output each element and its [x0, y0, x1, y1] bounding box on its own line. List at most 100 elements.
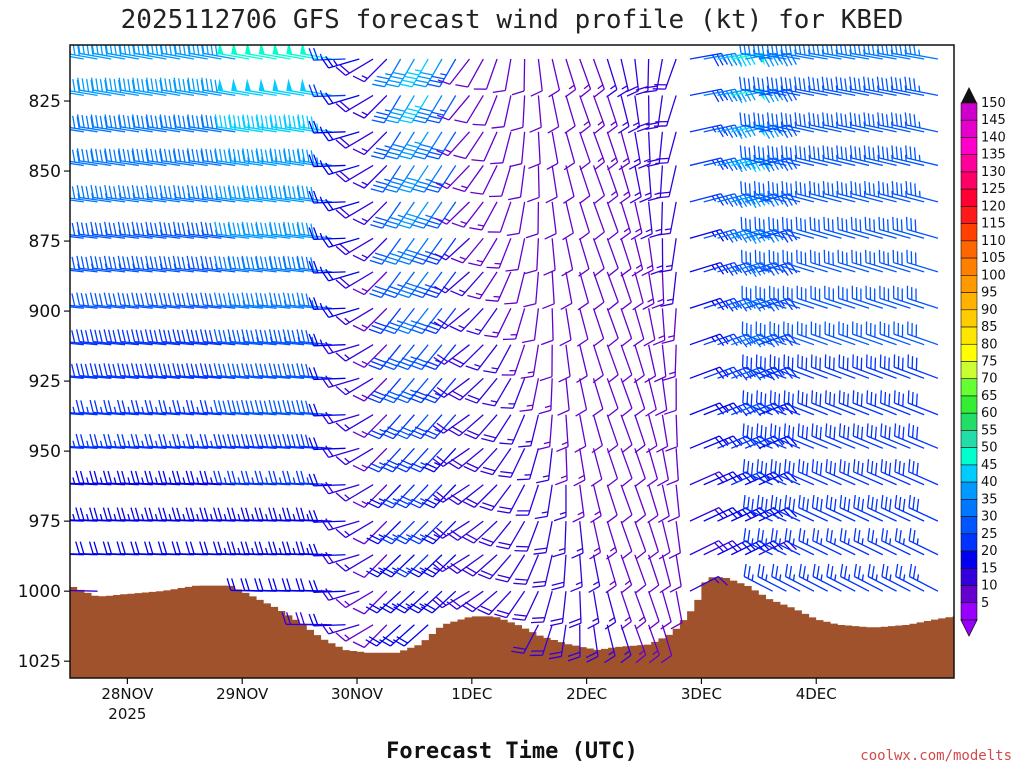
wind-barb: [335, 624, 374, 642]
wind-barb: [412, 131, 443, 160]
wind-barb: [890, 112, 925, 133]
wind-barb: [366, 554, 402, 578]
wind-barb: [782, 249, 815, 273]
wind-barb: [589, 521, 602, 560]
wind-barb: [893, 285, 925, 309]
wind-barb: [904, 76, 939, 97]
wind-barb: [308, 613, 346, 627]
wind-barb: [529, 95, 542, 133]
wind-barb: [533, 521, 553, 555]
colorbar-label: 135: [981, 148, 1006, 163]
wind-barb: [620, 238, 632, 277]
wind-barb: [335, 94, 374, 113]
wind-barb: [811, 423, 842, 449]
wind-barb: [645, 378, 657, 417]
wind-barb: [448, 344, 484, 368]
wind-barb: [564, 95, 576, 134]
x-tick-label: 30NOV: [331, 685, 384, 703]
wind-barb: [131, 255, 167, 273]
wind-barb: [464, 414, 498, 440]
wind-barb: [703, 333, 743, 347]
y-tick-label: 1025: [18, 652, 61, 672]
wind-barb: [496, 520, 526, 550]
wind-barb: [644, 58, 664, 93]
wind-barb: [741, 249, 773, 273]
wind-barb: [757, 563, 787, 592]
wind-barb: [70, 376, 84, 379]
wind-barb: [812, 528, 842, 556]
wind-barb: [199, 363, 236, 379]
wind-barb: [563, 131, 576, 171]
colorbar-swatch: [960, 533, 978, 552]
wind-barb: [824, 390, 856, 416]
wind-barb: [70, 92, 84, 97]
wind-barb: [641, 238, 654, 277]
wind-barb: [628, 131, 641, 170]
wind-barb: [407, 590, 443, 614]
wind-barb: [783, 354, 815, 379]
wind-barb: [570, 554, 583, 593]
colorbar-label: 5: [981, 596, 989, 611]
wind-barb: [186, 363, 222, 379]
wind-barb: [144, 433, 181, 449]
wind-barb: [758, 507, 798, 522]
wind-barb: [89, 292, 126, 309]
wind-barb: [658, 520, 671, 560]
wind-barb: [117, 255, 153, 273]
wind-barb: [518, 414, 540, 448]
wind-barb: [767, 145, 801, 167]
wind-barb: [826, 563, 856, 592]
wind-barb: [70, 199, 84, 203]
wind-barb: [853, 563, 884, 592]
wind-barb: [513, 554, 540, 585]
wind-barb: [592, 271, 605, 311]
wind-barb: [632, 308, 645, 347]
wind-barb: [268, 363, 305, 379]
wind-barb: [592, 308, 605, 347]
wind-barb: [308, 333, 346, 347]
wind-barb: [606, 165, 619, 204]
wind-barb: [665, 414, 678, 452]
wind-barb: [552, 521, 567, 558]
wind-barb: [320, 518, 360, 531]
colorbar-label: 60: [981, 406, 998, 421]
wind-barb: [411, 165, 443, 193]
wind-barb: [557, 378, 570, 416]
wind-barb: [371, 131, 402, 160]
wind-barb: [432, 554, 470, 573]
wind-barb: [865, 285, 897, 309]
wind-barb: [823, 249, 856, 273]
wind-barb: [878, 249, 911, 273]
wind-barb: [434, 271, 470, 294]
colorbar-swatch: [960, 430, 978, 448]
wind-barb: [797, 390, 828, 416]
wind-barb: [432, 590, 470, 609]
colorbar-swatch: [960, 464, 978, 483]
wind-barb: [585, 624, 599, 663]
wind-barb: [200, 221, 236, 239]
wind-barb: [453, 131, 484, 160]
wind-barb: [471, 131, 498, 162]
wind-barb: [269, 148, 305, 167]
wind-barb: [145, 185, 181, 203]
wind-barb: [657, 201, 677, 236]
wind-barb: [561, 238, 574, 277]
wind-barb: [451, 201, 484, 228]
wind-barb: [76, 292, 112, 309]
wind-barb: [766, 112, 801, 133]
wind-barb: [849, 112, 883, 133]
wind-barb: [172, 329, 208, 346]
wind-barb: [780, 45, 815, 60]
wind-barb: [437, 58, 471, 85]
wind-barb: [199, 329, 236, 346]
wind-barb: [320, 162, 360, 176]
wind-barb: [560, 271, 573, 311]
wind-barb: [296, 292, 332, 309]
wind-barb: [835, 45, 870, 60]
wind-barb: [905, 181, 939, 203]
wind-barb: [335, 554, 374, 572]
x-axis: 28NOV 2025 29NOV 30NOV 1DEC 2DEC 3DEC 4DEC: [101, 678, 837, 723]
wind-barb: [838, 423, 870, 449]
wind-barb: [853, 494, 884, 522]
wind-barb: [231, 45, 263, 60]
